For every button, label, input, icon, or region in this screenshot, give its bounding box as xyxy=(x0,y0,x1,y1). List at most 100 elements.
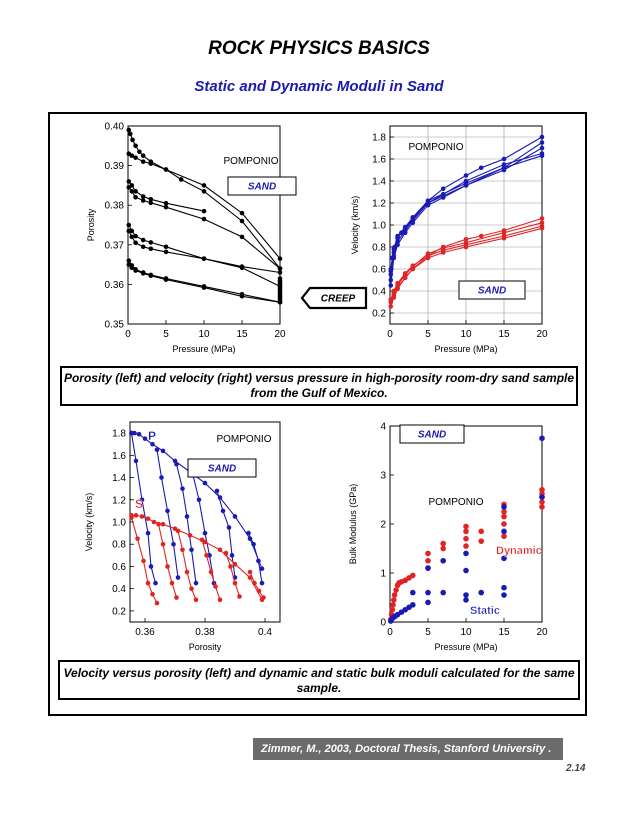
data-point xyxy=(501,156,507,162)
data-point xyxy=(193,597,199,603)
data-point xyxy=(201,183,207,188)
data-point xyxy=(148,196,154,202)
data-point xyxy=(142,436,148,441)
data-point xyxy=(163,277,169,282)
series-line xyxy=(131,432,263,569)
data-point xyxy=(232,514,238,519)
data-point xyxy=(277,256,283,261)
figure-frame xyxy=(48,112,587,716)
data-point xyxy=(251,541,256,547)
data-point xyxy=(463,178,469,184)
data-point xyxy=(189,586,194,591)
data-point xyxy=(180,486,185,491)
y-tick-label: 0 xyxy=(380,618,386,629)
data-point xyxy=(501,584,507,591)
data-point xyxy=(129,265,135,271)
caption-bottom: Velocity versus porosity (left) and dyna… xyxy=(58,660,580,700)
data-point xyxy=(217,597,223,603)
data-point xyxy=(126,258,132,263)
data-point xyxy=(395,281,400,286)
data-point xyxy=(391,255,397,261)
data-point xyxy=(133,194,138,200)
x-tick-label: 20 xyxy=(536,329,548,340)
data-point xyxy=(140,194,146,199)
data-point xyxy=(214,488,220,494)
data-point xyxy=(229,553,235,558)
data-point xyxy=(174,461,179,467)
data-point xyxy=(129,430,134,436)
citation: Zimmer, M., 2003, Doctoral Thesis, Stanf… xyxy=(253,738,563,760)
data-point xyxy=(163,204,169,210)
data-point xyxy=(160,541,166,547)
data-point xyxy=(154,447,160,453)
y-axis-label: Velocity (km/s) xyxy=(84,493,94,552)
annotation-static: Static xyxy=(470,605,500,617)
data-point xyxy=(148,273,154,278)
data-point xyxy=(140,244,146,250)
data-point xyxy=(539,226,545,231)
data-point xyxy=(395,242,400,248)
y-tick-label: 1.4 xyxy=(112,473,126,484)
creep-arrow-box xyxy=(300,286,368,310)
data-point xyxy=(440,540,446,547)
data-point xyxy=(126,262,132,267)
x-tick-label: 10 xyxy=(198,329,210,340)
data-point xyxy=(539,494,545,500)
data-point xyxy=(154,600,160,606)
annotation-dynamic: Dynamic xyxy=(496,545,542,557)
caption-top: Porosity (left) and velocity (right) ver… xyxy=(60,366,578,406)
data-point xyxy=(463,237,469,242)
data-point xyxy=(148,564,154,569)
data-point xyxy=(201,216,207,222)
data-point xyxy=(239,265,245,271)
data-point xyxy=(425,202,431,208)
annotation-sample: POMPONIO xyxy=(428,497,483,508)
y-tick-label: 0.36 xyxy=(105,280,125,291)
y-tick-label: 1 xyxy=(380,569,386,580)
data-point xyxy=(237,594,242,599)
data-point xyxy=(133,513,139,518)
data-point xyxy=(163,244,169,250)
series-line xyxy=(128,264,281,303)
data-point xyxy=(463,567,469,574)
velocity-porosity-chart: 0.36 0.38 0.4 0.2 0.4 0.6 0.8 1.0 1.2 1.4 1.6 1.8 Po… xyxy=(84,421,281,652)
data-point xyxy=(277,270,283,275)
data-point xyxy=(145,580,151,586)
data-point xyxy=(175,575,181,580)
data-point xyxy=(393,587,399,593)
x-tick-label: 15 xyxy=(498,627,510,638)
data-point xyxy=(239,234,245,240)
series-line xyxy=(175,464,197,584)
x-tick-label: 0 xyxy=(387,627,393,638)
data-point xyxy=(539,220,545,226)
data-point xyxy=(135,536,140,541)
data-point xyxy=(126,185,132,190)
data-point xyxy=(501,235,507,241)
data-point xyxy=(463,523,469,530)
data-point xyxy=(174,595,179,600)
data-point xyxy=(140,153,146,158)
data-point xyxy=(501,162,507,167)
data-point xyxy=(501,528,507,535)
data-point xyxy=(193,580,199,586)
data-point xyxy=(501,513,507,520)
data-point xyxy=(148,161,154,166)
data-point xyxy=(402,271,408,276)
data-point xyxy=(156,521,161,527)
data-point xyxy=(232,561,238,567)
data-point xyxy=(501,592,507,598)
data-point xyxy=(478,589,484,596)
data-point xyxy=(165,564,170,569)
annotation-sample: POMPONIO xyxy=(408,142,463,153)
data-point xyxy=(204,553,209,558)
data-point xyxy=(539,499,545,505)
data-point xyxy=(201,285,207,290)
series-line xyxy=(225,552,241,597)
data-point xyxy=(133,155,138,160)
data-point xyxy=(478,233,484,239)
series-line xyxy=(390,227,543,303)
series-line xyxy=(390,155,543,286)
data-point xyxy=(256,558,261,564)
data-point xyxy=(388,304,394,309)
data-point xyxy=(425,599,431,606)
